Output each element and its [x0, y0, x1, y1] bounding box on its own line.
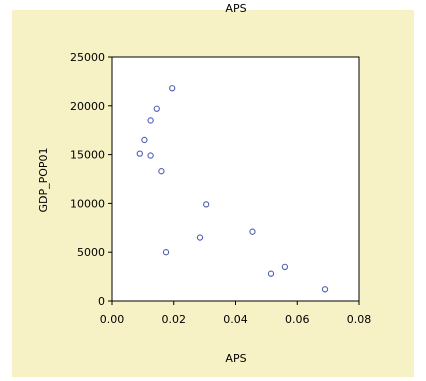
- x-tick-label: 0.02: [162, 313, 187, 326]
- data-point: [203, 201, 210, 208]
- data-point: [153, 105, 160, 112]
- x-tick-label: 0.06: [285, 313, 310, 326]
- data-points: [136, 85, 329, 293]
- y-tick-label: 15000: [70, 149, 105, 162]
- x-tick-label: 0.08: [347, 313, 372, 326]
- data-point: [169, 85, 176, 92]
- data-point: [147, 152, 154, 159]
- data-point: [249, 228, 256, 235]
- y-axis-label: GDP_POP01: [37, 147, 50, 212]
- chart-title: APS: [225, 2, 246, 15]
- data-point: [196, 234, 204, 241]
- y-tick-label: 10000: [70, 197, 105, 210]
- y-axis: 0 5000 10000 15000 20000 25000: [70, 51, 112, 308]
- data-point: [147, 117, 154, 124]
- data-point: [158, 168, 165, 175]
- plot-area: [111, 56, 360, 302]
- x-axis: 0.00 0.02 0.04 0.06 0.08: [100, 301, 372, 326]
- data-point: [321, 286, 329, 293]
- y-tick-label: 25000: [70, 51, 105, 64]
- x-tick-label: 0.04: [223, 313, 248, 326]
- y-tick-label: 0: [98, 295, 105, 308]
- data-point: [136, 150, 143, 157]
- x-axis-label: APS: [225, 352, 246, 365]
- y-tick-label: 20000: [70, 100, 105, 113]
- data-point: [162, 249, 170, 256]
- data-point: [267, 270, 275, 277]
- y-tick-label: 5000: [77, 246, 105, 259]
- data-point: [281, 263, 289, 270]
- data-point: [141, 136, 148, 144]
- x-tick-label: 0.00: [100, 313, 125, 326]
